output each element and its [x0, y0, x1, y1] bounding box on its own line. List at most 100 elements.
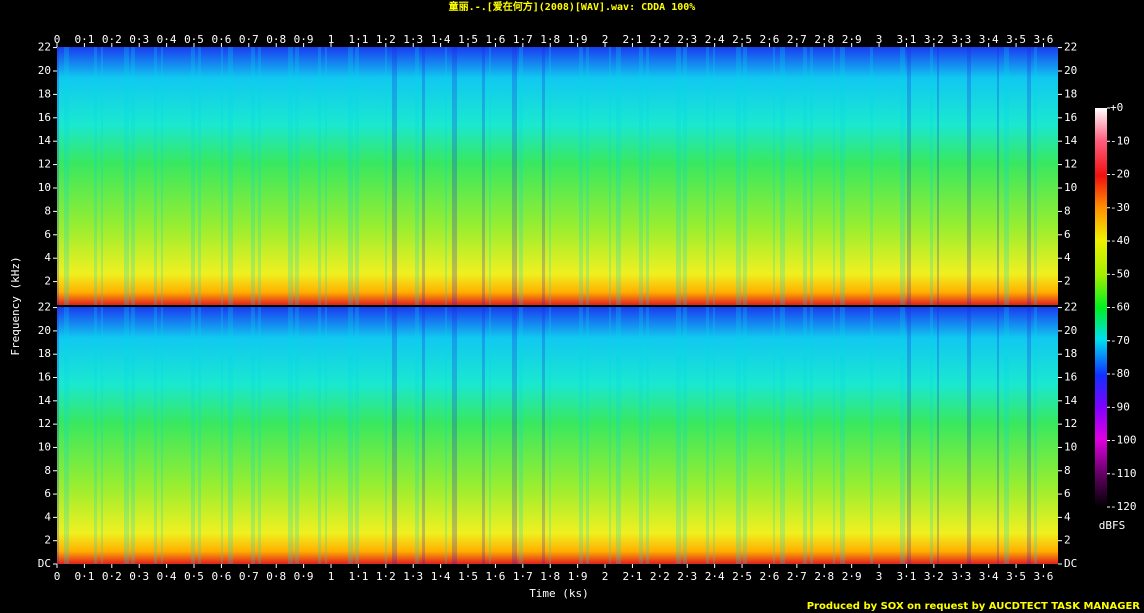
x-tick-label: 2·2 [650, 570, 670, 583]
texture [348, 307, 353, 564]
texture [288, 307, 293, 564]
texture [385, 47, 387, 305]
x-tick-label: 2·6 [760, 570, 780, 583]
y-tick-label: 16 [38, 111, 51, 124]
x-tick-label: 3·4 [979, 33, 999, 46]
x-tick-label: 3·5 [1006, 570, 1026, 583]
texture [57, 47, 59, 305]
texture [646, 307, 649, 564]
y-tick-label: 4 [44, 510, 51, 523]
texture [415, 47, 419, 305]
y-tick-label: 2 [1064, 275, 1071, 288]
x-tick-label: 2·3 [677, 33, 697, 46]
x-tick-label: 1·7 [513, 570, 533, 583]
x-tick-label: 0·7 [239, 570, 259, 583]
y-tick-label: 6 [44, 487, 51, 500]
texture [542, 307, 545, 564]
x-tick-label: 0 [54, 570, 61, 583]
texture [325, 47, 327, 305]
x-tick-label: 1·6 [485, 33, 505, 46]
texture [683, 307, 687, 564]
texture [131, 307, 135, 564]
x-tick-label: 2·9 [842, 33, 862, 46]
x-tick-label: 3·6 [1034, 33, 1054, 46]
texture [967, 307, 971, 564]
x-tick-label: 3·1 [897, 570, 917, 583]
texture [736, 307, 741, 564]
texture [251, 307, 255, 564]
texture [870, 47, 873, 305]
y-tick-label: 8 [1064, 204, 1071, 217]
texture [482, 47, 485, 305]
y-tick-label: 10 [38, 440, 51, 453]
x-tick-label: 3·2 [924, 570, 944, 583]
x-tick-label: 0·5 [184, 570, 204, 583]
texture [616, 47, 621, 305]
texture [392, 47, 397, 305]
texture [676, 307, 681, 564]
colorbar [1095, 108, 1107, 507]
texture [743, 307, 747, 564]
y-tick-label: 18 [38, 87, 51, 100]
texture [64, 307, 69, 564]
y-tick-label: 12 [1064, 158, 1077, 171]
texture [124, 47, 129, 305]
colorbar-tick-label: -120 [1110, 500, 1137, 513]
x-tick-label: 2·5 [732, 33, 752, 46]
y-tick-label: 18 [1064, 87, 1077, 100]
texture [579, 47, 583, 305]
texture [586, 307, 589, 564]
texture [930, 47, 933, 305]
x-tick-label: 0·6 [211, 33, 231, 46]
y-tick-label: 18 [1064, 347, 1077, 360]
texture [452, 47, 457, 305]
texture [810, 307, 813, 564]
x-tick-label: 2·2 [650, 33, 670, 46]
texture [706, 307, 709, 564]
x-tick-label: 1·9 [568, 33, 588, 46]
texture [228, 307, 233, 564]
chart-title: 童丽.-.[爱在何方](2008)[WAV].wav: CDDA 100% [449, 0, 696, 13]
x-tick-label: 1 [328, 33, 335, 46]
texture [101, 47, 103, 305]
x-tick-label: 3·6 [1034, 570, 1054, 583]
colorbar-tick-label: +0 [1110, 101, 1123, 114]
x-tick-label: 3·3 [951, 570, 971, 583]
texture [355, 307, 359, 564]
y-tick-label: 6 [1064, 487, 1071, 500]
texture [191, 47, 195, 305]
x-tick-label: 2·7 [787, 33, 807, 46]
spectrogram-panel [57, 307, 1058, 564]
x-tick-label: 3·2 [924, 33, 944, 46]
x-tick-label: 1·1 [348, 33, 368, 46]
texture [780, 47, 785, 305]
texture [549, 307, 551, 564]
texture [325, 307, 327, 564]
texture [639, 307, 643, 564]
texture [258, 307, 261, 564]
texture [870, 307, 873, 564]
colorbar-tick-label: -10 [1110, 134, 1130, 147]
texture [1004, 307, 1009, 564]
texture [1027, 47, 1031, 305]
texture [967, 47, 971, 305]
colorbar-tick-label: -80 [1110, 367, 1130, 380]
x-tick-label: 3·5 [1006, 33, 1026, 46]
texture [840, 307, 845, 564]
x-tick-label: 0·8 [266, 33, 286, 46]
y-tick-label: 4 [1064, 510, 1071, 523]
texture [937, 47, 939, 305]
texture [1004, 47, 1009, 305]
x-tick-label: 1·4 [431, 570, 451, 583]
spectrogram-panel [57, 47, 1058, 305]
texture [810, 47, 813, 305]
y-tick-label: 14 [1064, 134, 1078, 147]
footer: Produced by SOX on request by AUCDTECT T… [807, 601, 1141, 612]
texture [907, 307, 911, 564]
x-tick-label: 0·3 [129, 570, 149, 583]
y-tick-label: 2 [1064, 534, 1071, 547]
x-tick-label: 0·1 [74, 33, 94, 46]
texture [683, 47, 687, 305]
colorbar-tick-label: -50 [1110, 267, 1130, 280]
texture [773, 307, 775, 564]
